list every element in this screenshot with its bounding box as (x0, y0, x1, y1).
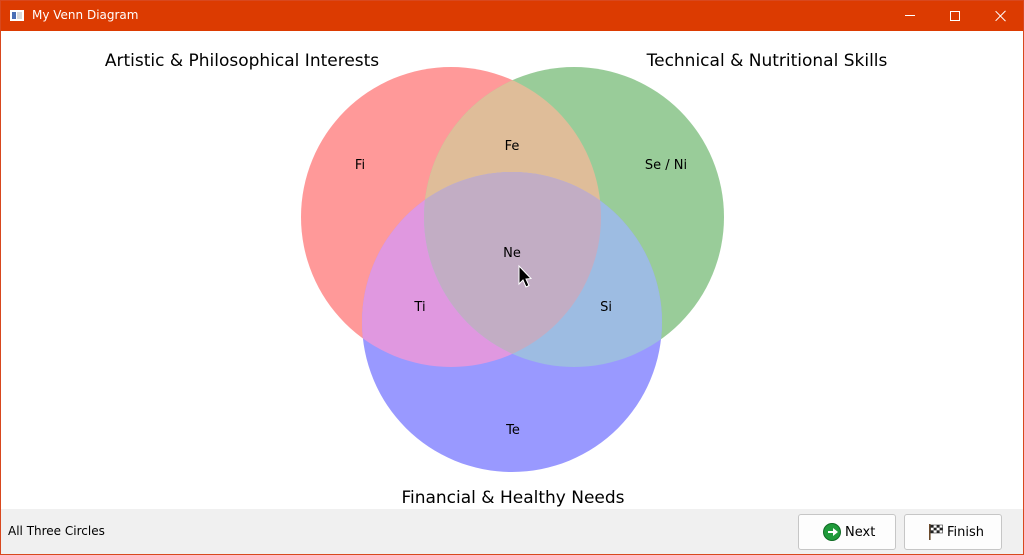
next-button[interactable]: Next (798, 514, 896, 550)
finish-button-label: Finish (947, 525, 985, 540)
status-text: All Three Circles (8, 524, 105, 538)
region-label-ne: Ne (503, 246, 521, 261)
app-icon (10, 10, 24, 21)
circle-label-financial: Financial & Healthy Needs (401, 488, 624, 508)
window-title: My Venn Diagram (32, 8, 139, 22)
next-button-label: Next (845, 525, 876, 540)
checkered-flag-icon (929, 524, 943, 540)
region-label-fi: Fi (355, 158, 365, 173)
bottom-bar: All Three Circles Next Finish (1, 509, 1023, 554)
mouse-cursor-icon (518, 264, 533, 288)
title-bar[interactable]: My Venn Diagram (1, 1, 1023, 31)
close-button[interactable] (978, 1, 1024, 31)
region-label-fe: Fe (505, 139, 520, 154)
venn-diagram: Artistic & Philosophical Interests Techn… (105, 51, 888, 508)
finish-button[interactable]: Finish (904, 514, 1002, 550)
circle-label-technical: Technical & Nutritional Skills (646, 51, 888, 71)
arrow-right-icon (823, 523, 841, 541)
region-label-ti: Ti (413, 300, 425, 315)
close-icon (995, 10, 1007, 22)
maximize-button[interactable] (932, 1, 978, 31)
region-label-te: Te (505, 423, 520, 438)
venn-canvas: Artistic & Philosophical Interests Techn… (1, 31, 1023, 509)
minimize-icon (905, 15, 915, 16)
region-label-si: Si (600, 300, 612, 315)
minimize-button[interactable] (887, 1, 933, 31)
venn-region-all[interactable] (362, 172, 662, 472)
maximize-icon (950, 11, 960, 21)
region-label-se-ni: Se / Ni (645, 158, 687, 173)
circle-label-artistic: Artistic & Philosophical Interests (105, 51, 379, 71)
